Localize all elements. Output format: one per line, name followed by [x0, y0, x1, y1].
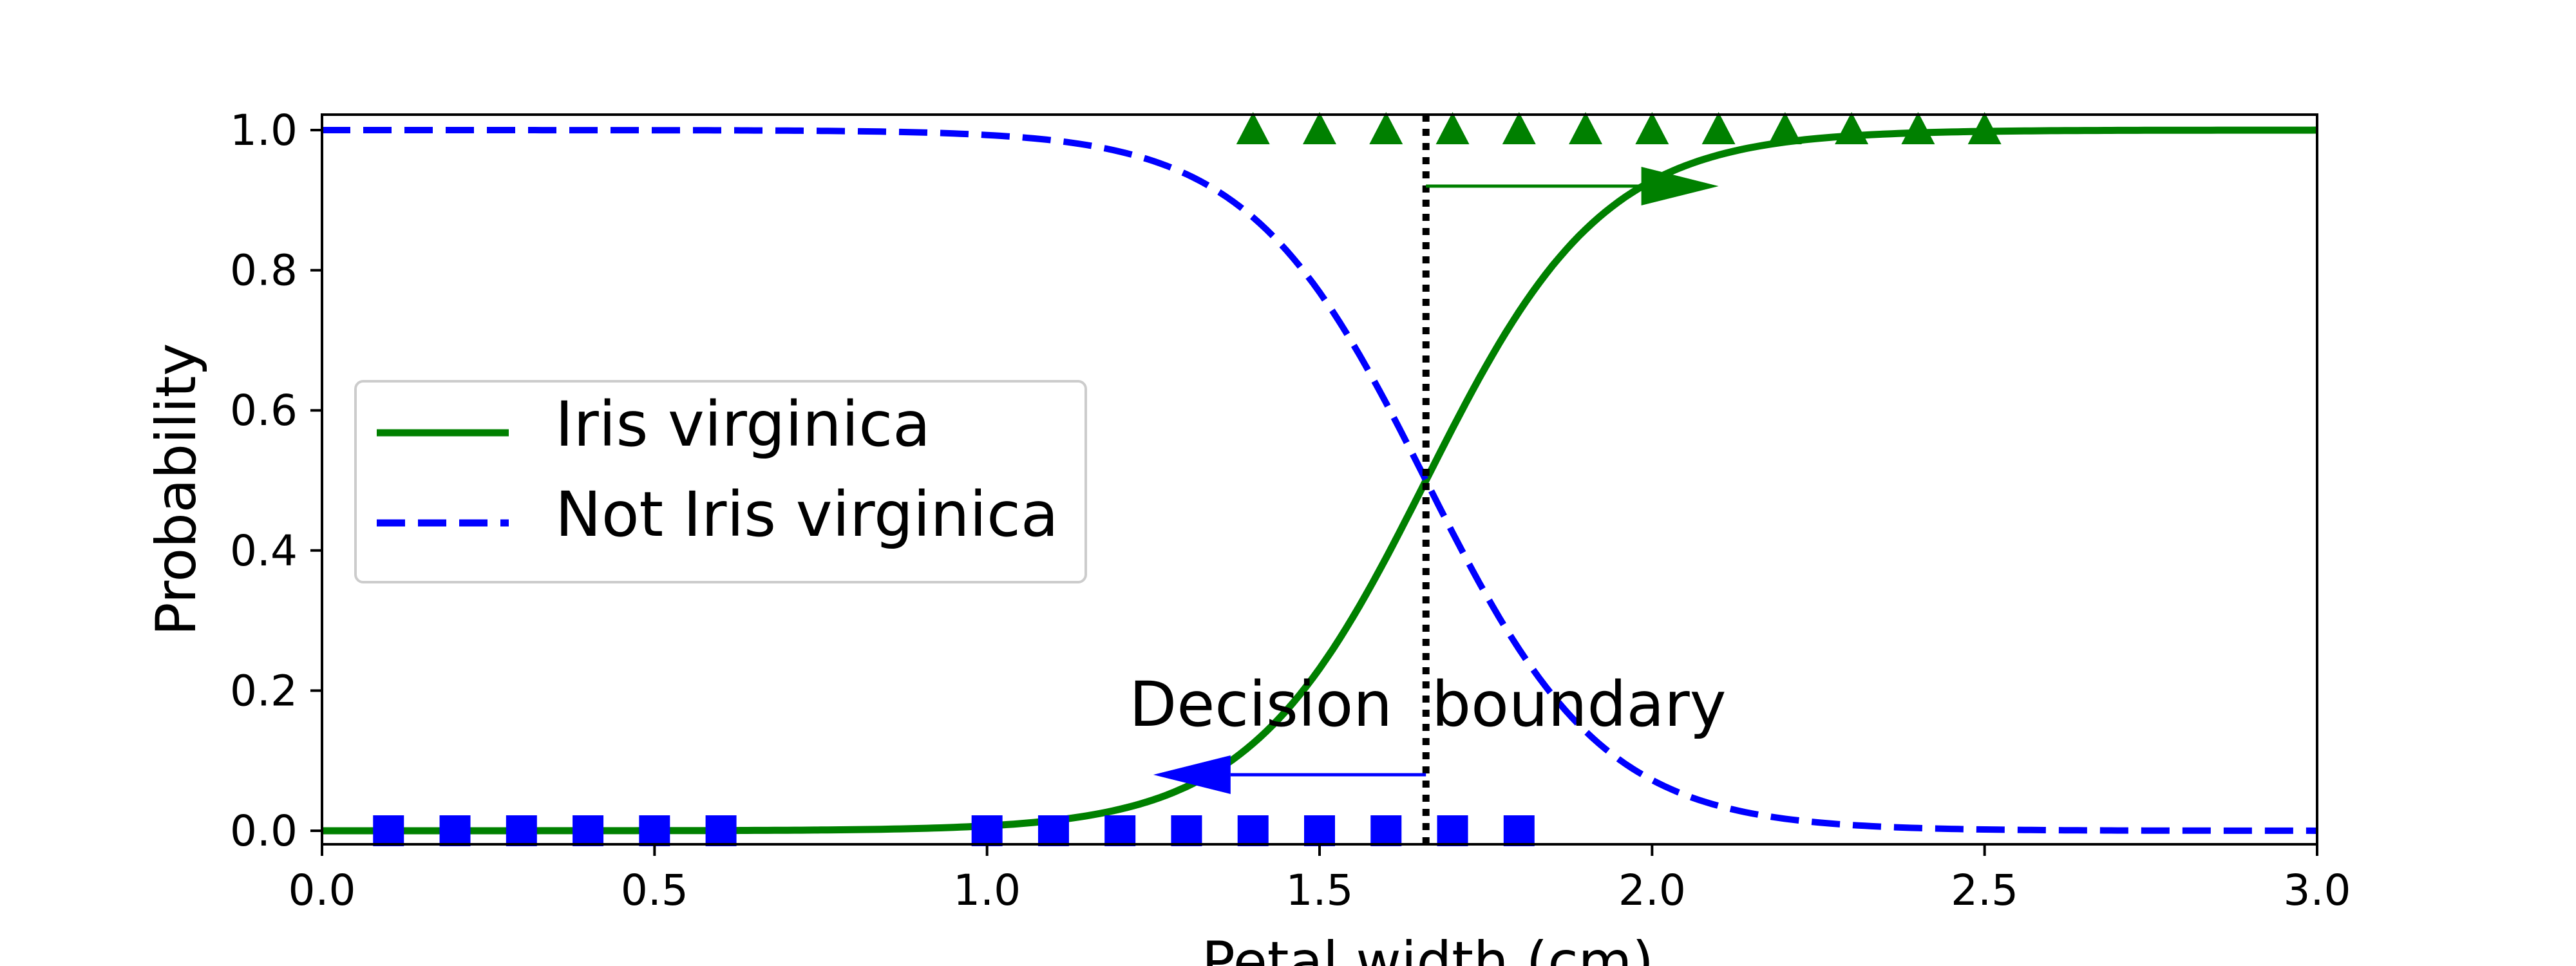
- negative-sample-marker: [439, 815, 471, 846]
- plot-area: [322, 112, 2318, 846]
- negative-sample-marker: [1304, 815, 1335, 846]
- x-tick-label: 0.5: [621, 866, 688, 915]
- y-tick-label: 0.0: [230, 806, 298, 856]
- decision-boundary-annotation: Decision boundary: [1129, 668, 1726, 741]
- positive-sample-marker: [1435, 112, 1470, 144]
- arrow-head-left: [1153, 755, 1231, 794]
- legend-label-iris-virginica: Iris virginica: [555, 388, 931, 460]
- positive-sample-marker: [1768, 112, 1802, 144]
- negative-sample-marker: [1037, 815, 1069, 846]
- y-axis-label: Probability: [144, 343, 209, 636]
- negative-sample-marker: [573, 815, 604, 846]
- negative-sample-marker: [1437, 815, 1468, 846]
- x-tick-label: 2.5: [1951, 866, 2018, 915]
- y-tick-label: 0.2: [230, 666, 298, 715]
- x-tick-label: 1.5: [1286, 866, 1354, 915]
- positive-sample-marker: [1635, 112, 1669, 144]
- negative-sample-marker: [971, 815, 1003, 846]
- positive-sample-marker: [1701, 112, 1736, 144]
- positive-sample-marker: [1369, 112, 1403, 144]
- negative-sample-marker: [705, 815, 737, 846]
- y-tick-label: 1.0: [230, 106, 298, 155]
- positive-sample-marker: [1569, 112, 1603, 144]
- series-line-not-iris-virginica: [322, 127, 2318, 834]
- y-tick-label: 0.8: [230, 246, 298, 296]
- positive-sample-marker: [1502, 112, 1536, 144]
- positive-sample-marker: [1967, 112, 2002, 144]
- negative-sample-marker: [373, 815, 404, 846]
- positive-sample-marker: [1303, 112, 1336, 144]
- arrow-head-right: [1641, 167, 1719, 206]
- positive-sample-marker: [1236, 112, 1270, 144]
- y-tick-label: 0.6: [230, 386, 298, 435]
- negative-sample-marker: [506, 815, 537, 846]
- legend: Iris virginica Not Iris virginica: [354, 380, 1087, 583]
- x-tick-label: 0.0: [289, 866, 356, 915]
- negative-sample-marker: [1104, 815, 1136, 846]
- x-tick-label: 2.0: [1618, 866, 1686, 915]
- x-tick-label: 3.0: [2284, 866, 2351, 915]
- positive-sample-marker: [1835, 112, 1869, 144]
- negative-sample-marker: [639, 815, 670, 846]
- positive-sample-marker: [1901, 112, 1935, 144]
- negative-sample-marker: [1503, 815, 1535, 846]
- axes: 0.0 0.5 1.0 1.5 2.0 2.5 3.0 0.0 0.2 0.4 0.6 0.8 1.0: [230, 106, 2351, 915]
- legend-frame: [354, 380, 1087, 583]
- x-tick-label: 1.0: [953, 866, 1021, 915]
- legend-label-not-iris-virginica: Not Iris virginica: [555, 478, 1059, 551]
- negative-sample-marker: [1237, 815, 1269, 846]
- negative-sample-marker: [1171, 815, 1202, 846]
- x-axis-label: Petal width (cm): [1202, 930, 1654, 966]
- y-tick-label: 0.4: [230, 526, 298, 576]
- negative-sample-marker: [1370, 815, 1402, 846]
